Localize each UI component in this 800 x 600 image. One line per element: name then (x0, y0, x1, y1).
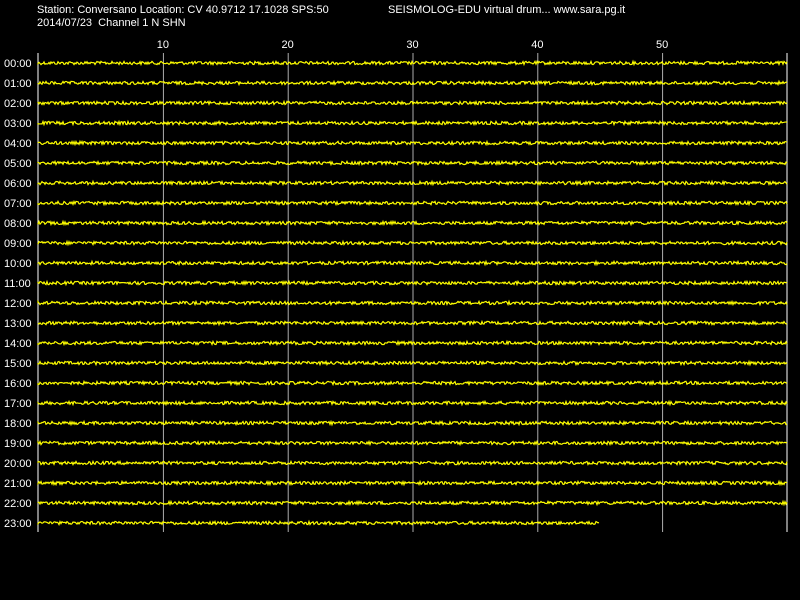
seismic-trace (37, 399, 788, 407)
date-channel-info: 2014/07/23 Channel 1 N SHN (37, 17, 186, 29)
x-tick-label: 40 (531, 39, 543, 51)
seismic-trace (37, 139, 788, 147)
row-time-label: 04:00 (4, 138, 32, 150)
row-time-label: 08:00 (4, 218, 32, 230)
seismic-trace (37, 119, 788, 127)
x-tick-label: 10 (157, 39, 169, 51)
seismic-trace (37, 359, 788, 367)
seismic-trace (37, 439, 788, 447)
row-time-label: 20:00 (4, 458, 32, 470)
seismic-trace (37, 379, 788, 387)
seismic-trace (37, 239, 788, 247)
row-time-label: 22:00 (4, 498, 32, 510)
row-time-label: 02:00 (4, 98, 32, 110)
x-tick-label: 20 (282, 39, 294, 51)
seismic-trace (37, 99, 788, 107)
seismic-trace (37, 279, 788, 287)
seismic-trace (37, 319, 788, 327)
row-time-label: 19:00 (4, 438, 32, 450)
seismic-trace (37, 199, 788, 207)
seismic-trace (37, 259, 788, 267)
seismic-trace (37, 59, 788, 67)
row-time-label: 03:00 (4, 118, 32, 130)
row-time-label: 10:00 (4, 258, 32, 270)
row-time-label: 13:00 (4, 318, 32, 330)
row-time-label: 01:00 (4, 78, 32, 90)
station-info: Station: Conversano Location: CV 40.9712… (37, 4, 329, 16)
seismic-trace (37, 299, 788, 307)
x-tick-label: 50 (656, 39, 668, 51)
row-time-label: 09:00 (4, 238, 32, 250)
seismic-trace (37, 179, 788, 187)
row-time-label: 00:00 (4, 58, 32, 70)
row-time-label: 07:00 (4, 198, 32, 210)
seismic-trace (37, 79, 788, 87)
row-time-label: 23:00 (4, 518, 32, 530)
seismic-trace (37, 499, 788, 507)
seismic-trace (37, 219, 788, 227)
row-time-label: 12:00 (4, 298, 32, 310)
row-time-label: 16:00 (4, 378, 32, 390)
seismic-trace (37, 459, 788, 467)
row-time-label: 17:00 (4, 398, 32, 410)
row-time-label: 21:00 (4, 478, 32, 490)
row-time-label: 15:00 (4, 358, 32, 370)
row-time-label: 18:00 (4, 418, 32, 430)
brand-info: SEISMOLOG-EDU virtual drum... www.sara.p… (388, 4, 626, 16)
row-time-label: 05:00 (4, 158, 32, 170)
seismic-trace (37, 339, 788, 347)
row-time-label: 11:00 (4, 278, 31, 290)
row-time-label: 06:00 (4, 178, 32, 190)
row-time-label: 14:00 (4, 338, 32, 350)
x-tick-label: 30 (406, 39, 418, 51)
seismic-trace (37, 479, 788, 487)
seismic-trace (37, 159, 788, 167)
seismic-trace (37, 419, 788, 427)
seismic-trace (37, 519, 600, 527)
